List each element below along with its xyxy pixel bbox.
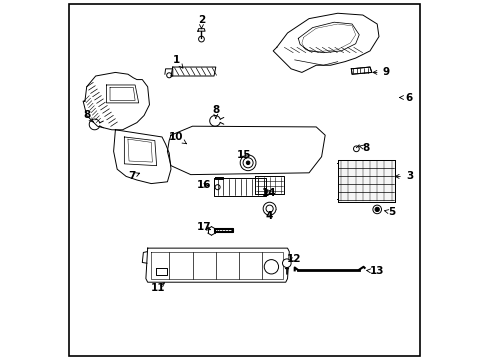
Text: 7: 7 — [127, 171, 140, 181]
Text: 8: 8 — [212, 105, 219, 118]
Circle shape — [240, 155, 255, 171]
Text: 12: 12 — [286, 254, 301, 264]
Polygon shape — [337, 160, 394, 202]
Text: 8: 8 — [83, 111, 93, 122]
Text: 11: 11 — [151, 283, 165, 293]
Text: 8: 8 — [359, 143, 369, 153]
Text: 16: 16 — [197, 180, 211, 190]
Polygon shape — [255, 176, 284, 194]
Circle shape — [246, 161, 249, 165]
Text: 9: 9 — [372, 67, 389, 77]
Text: 14: 14 — [262, 188, 276, 198]
Text: 3: 3 — [394, 171, 412, 181]
Text: 6: 6 — [399, 93, 412, 103]
Polygon shape — [351, 67, 371, 74]
Circle shape — [282, 259, 290, 267]
Polygon shape — [171, 67, 215, 76]
Polygon shape — [155, 268, 167, 275]
Circle shape — [263, 202, 276, 215]
Text: 1: 1 — [172, 55, 183, 68]
Text: 4: 4 — [265, 211, 273, 221]
Text: 13: 13 — [366, 266, 384, 276]
Text: 15: 15 — [236, 150, 250, 160]
Polygon shape — [214, 178, 265, 196]
Circle shape — [372, 205, 381, 214]
Text: 2: 2 — [198, 15, 204, 28]
Polygon shape — [198, 29, 204, 31]
Text: 5: 5 — [384, 207, 394, 217]
Text: 10: 10 — [169, 132, 186, 144]
Text: 17: 17 — [197, 222, 211, 232]
Circle shape — [374, 207, 379, 212]
